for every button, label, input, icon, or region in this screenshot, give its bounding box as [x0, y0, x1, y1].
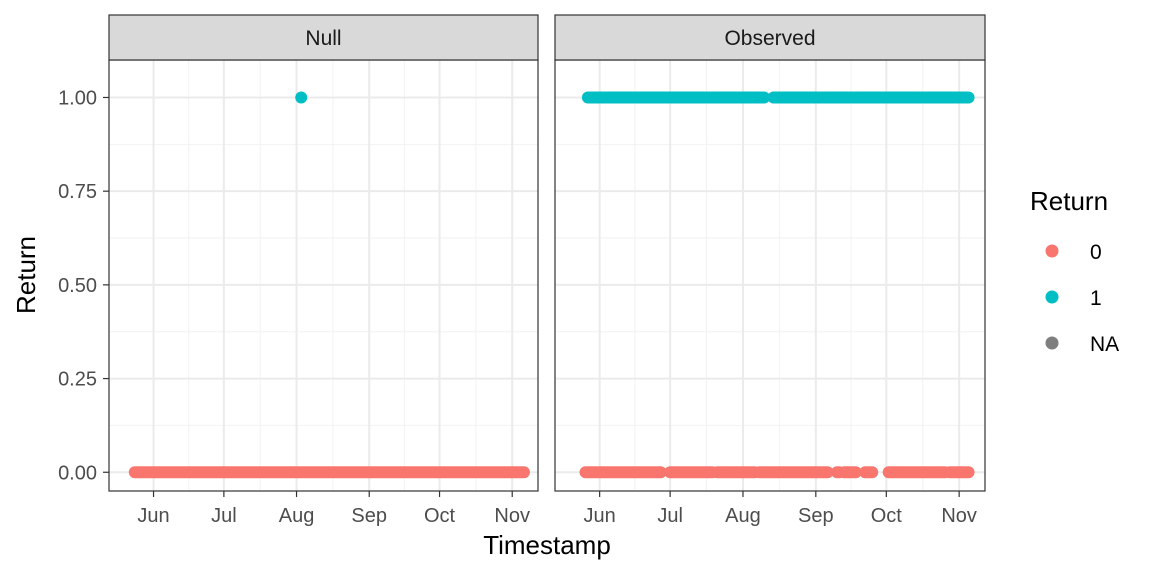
legend-label: 0 [1090, 241, 1102, 264]
x-tick-label: Jun [137, 505, 169, 527]
plot-background [109, 60, 538, 491]
x-tick-label: Jul [211, 505, 237, 527]
y-tick-label: 0.75 [58, 181, 97, 203]
x-axis-null: Jun Jul Aug Sep Oct Nov [137, 491, 530, 527]
y-axis: 0.00 0.25 0.50 0.75 1.00 [58, 87, 109, 484]
legend-entry: NA [1045, 333, 1119, 356]
x-tick-label: Nov [941, 505, 977, 527]
x-tick-label: Jul [657, 505, 683, 527]
legend: Return 0 1 NA [1030, 186, 1119, 356]
y-tick-label: 0.00 [58, 462, 97, 484]
x-tick-label: Nov [494, 505, 530, 527]
legend-entry: 0 [1045, 241, 1102, 264]
x-axes: Jun Jul Aug Sep Oct Nov Jun Jul Aug Sep Oct Nov [137, 491, 977, 527]
panel-null: Null [108, 14, 539, 492]
facet-strip-label: Observed [724, 27, 815, 50]
y-tick-label: 0.25 [58, 369, 97, 391]
x-tick-label: Oct [424, 505, 456, 527]
y-tick-label: 0.50 [58, 275, 97, 297]
legend-entries: 0 1 NA [1045, 241, 1119, 356]
plot-background [555, 60, 985, 491]
legend-key-point [1045, 244, 1059, 258]
legend-key-point [1045, 290, 1059, 304]
x-tick-label: Aug [279, 505, 315, 527]
x-tick-label: Jun [584, 505, 616, 527]
x-axis-observed: Jun Jul Aug Sep Oct Nov [584, 491, 977, 527]
legend-label: NA [1090, 333, 1119, 356]
y-tick-label: 1.00 [58, 87, 97, 109]
x-tick-label: Sep [798, 505, 834, 527]
y-axis-title: Return [11, 236, 41, 314]
x-tick-label: Aug [725, 505, 761, 527]
panel-observed: Observed [554, 14, 986, 492]
legend-entry: 1 [1045, 287, 1102, 310]
x-axis-title: Timestamp [483, 530, 611, 560]
facet-strip [554, 14, 986, 61]
x-tick-label: Oct [871, 505, 903, 527]
legend-title: Return [1030, 186, 1108, 216]
legend-label: 1 [1090, 287, 1102, 310]
facet-strip [108, 14, 539, 61]
x-tick-label: Sep [351, 505, 387, 527]
panels: Null Observed [108, 14, 986, 492]
legend-key-point [1045, 336, 1059, 350]
facet-strip-label: Null [305, 27, 341, 50]
data-point-return-1 [295, 91, 308, 104]
